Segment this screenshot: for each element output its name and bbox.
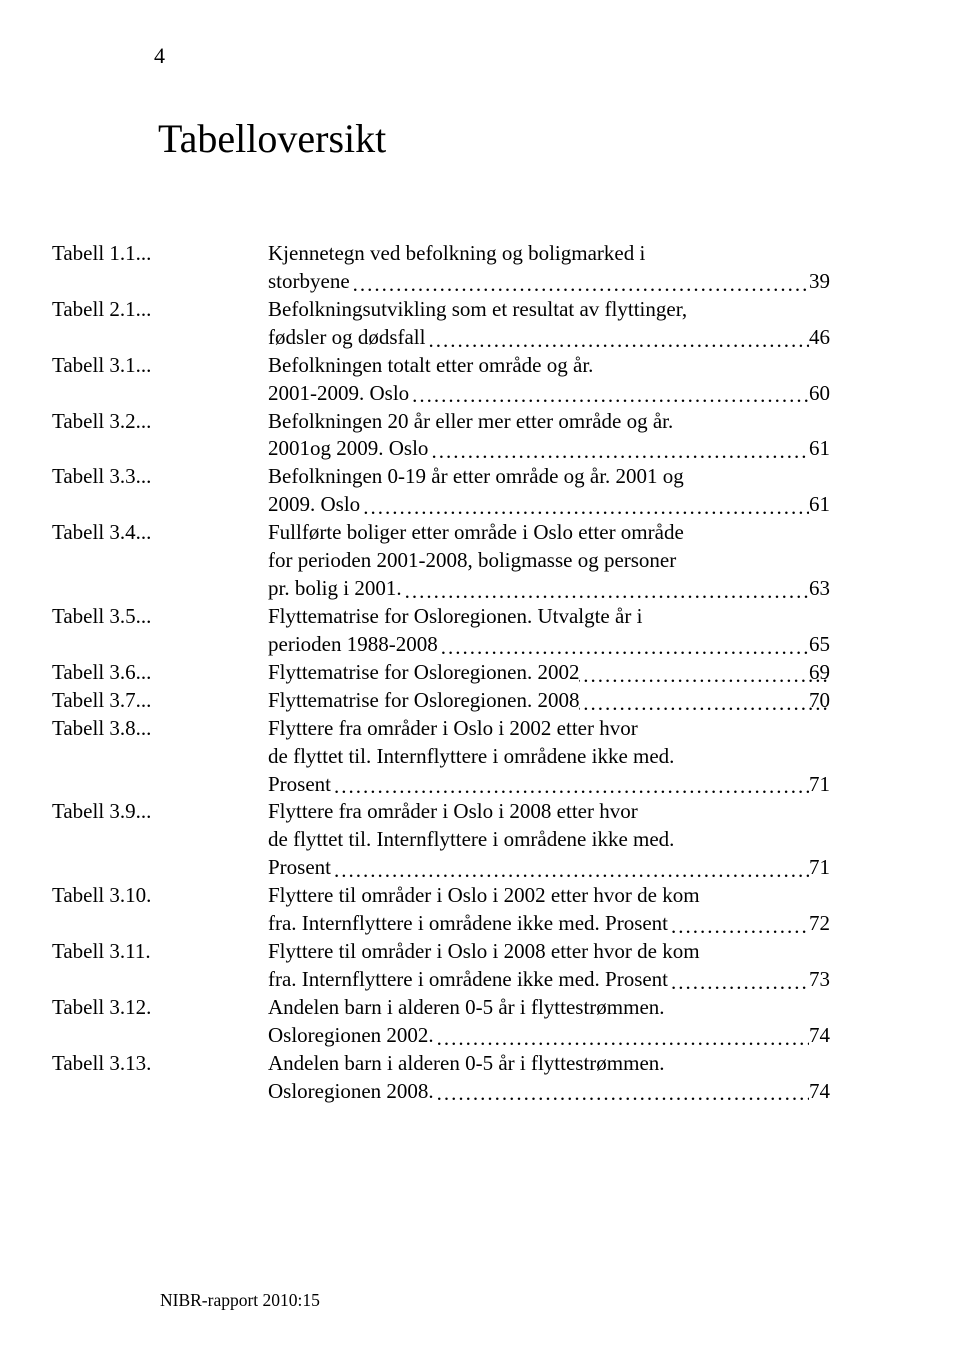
toc-entry-label: Tabell 3.4... — [160, 519, 268, 547]
toc-entry: Tabell 3.10.Flyttere til områder i Oslo … — [268, 882, 830, 938]
toc-entry-page: 73 — [809, 966, 830, 994]
toc-entry-text: for perioden 2001-2008, boligmasse og pe… — [268, 547, 830, 575]
toc-entry-text: fra. Internflyttere i områdene ikke med.… — [268, 910, 668, 938]
toc-entry: Tabell 3.9...Flyttere fra områder i Oslo… — [268, 798, 830, 882]
toc-dot-leaders: ........................................… — [434, 1026, 809, 1050]
toc-entry-label: Tabell 2.1... — [160, 296, 268, 324]
toc-entry: Tabell 3.2...Befolkningen 20 år eller me… — [268, 408, 830, 464]
toc-entry-page: 74 — [809, 1022, 830, 1050]
toc-entry: Tabell 3.3...Befolkningen 0-19 år etter … — [268, 463, 830, 519]
toc-entry-page: 65 — [809, 631, 830, 659]
toc-entry-label: Tabell 3.12. — [160, 994, 268, 1022]
toc-entry: Tabell 3.11.Flyttere til områder i Oslo … — [268, 938, 830, 994]
toc-entry-label: Tabell 3.1... — [160, 352, 268, 380]
toc-entry-text: 2009. Oslo — [268, 491, 360, 519]
toc-entry-text: Tabell 3.11.Flyttere til områder i Oslo … — [268, 938, 830, 966]
toc-entry-text: de flyttet til. Internflyttere i områden… — [268, 743, 830, 771]
toc-entry-text: pr. bolig i 2001. — [268, 575, 402, 603]
toc-entry-text: 2001og 2009. Oslo — [268, 435, 428, 463]
toc-entry-text: Osloregionen 2008. — [268, 1078, 434, 1106]
toc-entry-text: Tabell 3.4...Fullførte boliger etter omr… — [268, 519, 830, 547]
toc-entry-label: Tabell 3.13. — [160, 1050, 268, 1078]
toc-dot-leaders: ........................................… — [668, 914, 809, 938]
toc-entry-text: Tabell 3.6...Flyttematrise for Osloregio… — [268, 659, 579, 687]
toc-entry: Tabell 3.6...Flyttematrise for Osloregio… — [268, 659, 830, 687]
toc-dot-leaders: ........................................… — [350, 272, 809, 296]
toc-entry-page: 39 — [809, 268, 830, 296]
toc-entry-page: 72 — [809, 910, 830, 938]
toc-entry: Tabell 3.8...Flyttere fra områder i Oslo… — [268, 715, 830, 799]
toc-entry-text: Osloregionen 2002. — [268, 1022, 434, 1050]
toc-dot-leaders: ........................................… — [409, 383, 809, 407]
toc-entry-label: Tabell 3.2... — [160, 408, 268, 436]
toc-entry-label: Tabell 3.6... — [160, 659, 268, 687]
toc-entry-page: 46 — [809, 324, 830, 352]
toc-entry-page: 61 — [809, 491, 830, 519]
toc-entry-label: Tabell 3.8... — [160, 715, 268, 743]
toc-entry-text: Tabell 3.8...Flyttere fra områder i Oslo… — [268, 715, 830, 743]
toc-dot-leaders: ........................................… — [428, 439, 809, 463]
table-of-contents: Tabell 1.1...Kjennetegn ved befolkning o… — [160, 240, 830, 1106]
toc-entry: Tabell 1.1...Kjennetegn ved befolkning o… — [268, 240, 830, 296]
toc-dot-leaders: ........................................… — [438, 635, 809, 659]
toc-entry: Tabell 3.4...Fullførte boliger etter omr… — [268, 519, 830, 603]
toc-entry-text: fødsler og dødsfall — [268, 324, 425, 352]
toc-entry-text: Tabell 2.1...Befolkningsutvikling som et… — [268, 296, 830, 324]
toc-entry-text: 2001-2009. Oslo — [268, 380, 409, 408]
toc-entry-text: Tabell 3.12.Andelen barn i alderen 0-5 å… — [268, 994, 830, 1022]
toc-entry-text: storbyene — [268, 268, 350, 296]
toc-entry-label: Tabell 3.3... — [160, 463, 268, 491]
toc-dot-leaders: ........................................… — [668, 970, 809, 994]
toc-entry: Tabell 3.13.Andelen barn i alderen 0-5 å… — [268, 1050, 830, 1106]
toc-dot-leaders: ........................................… — [360, 495, 809, 519]
toc-entry: Tabell 3.1...Befolkningen totalt etter o… — [268, 352, 830, 408]
toc-entry-text: Tabell 3.5...Flyttematrise for Osloregio… — [268, 603, 830, 631]
toc-entry-text: Tabell 3.13.Andelen barn i alderen 0-5 å… — [268, 1050, 830, 1078]
toc-dot-leaders: ........................................… — [425, 328, 809, 352]
toc-entry-page: 60 — [809, 380, 830, 408]
toc-dot-leaders: ........................................… — [579, 691, 830, 715]
toc-entry-label: Tabell 3.9... — [160, 798, 268, 826]
toc-entry-label: Tabell 3.5... — [160, 603, 268, 631]
toc-entry-text: Tabell 3.2...Befolkningen 20 år eller me… — [268, 408, 830, 436]
toc-entry-text: perioden 1988-2008 — [268, 631, 438, 659]
toc-entry: Tabell 3.5...Flyttematrise for Osloregio… — [268, 603, 830, 659]
toc-entry: Tabell 2.1...Befolkningsutvikling som et… — [268, 296, 830, 352]
toc-entry-text: Prosent — [268, 771, 331, 799]
toc-dot-leaders: ........................................… — [331, 858, 809, 882]
toc-entry-page: 63 — [809, 575, 830, 603]
toc-entry-page: 74 — [809, 1078, 830, 1106]
toc-entry-label: Tabell 3.10. — [160, 882, 268, 910]
toc-dot-leaders: ........................................… — [579, 663, 830, 687]
toc-entry-text: Tabell 3.10.Flyttere til områder i Oslo … — [268, 882, 830, 910]
toc-entry-text: Prosent — [268, 854, 331, 882]
toc-dot-leaders: ........................................… — [402, 579, 809, 603]
toc-entry-text: fra. Internflyttere i områdene ikke med.… — [268, 966, 668, 994]
toc-entry-page: 71 — [809, 771, 830, 799]
toc-entry-text: Tabell 3.3...Befolkningen 0-19 år etter … — [268, 463, 830, 491]
toc-dot-leaders: ........................................… — [331, 774, 809, 798]
toc-entry-label: Tabell 1.1... — [160, 240, 268, 268]
toc-entry-text: de flyttet til. Internflyttere i områden… — [268, 826, 830, 854]
page-title: Tabelloversikt — [158, 115, 830, 162]
toc-entry: Tabell 3.7...Flyttematrise for Osloregio… — [268, 687, 830, 715]
page-number: 4 — [154, 45, 830, 67]
toc-entry-text: Tabell 3.1...Befolkningen totalt etter o… — [268, 352, 830, 380]
toc-entry-page: 61 — [809, 435, 830, 463]
toc-entry: Tabell 3.12.Andelen barn i alderen 0-5 å… — [268, 994, 830, 1050]
toc-entry-page: 71 — [809, 854, 830, 882]
footer-report-id: NIBR-rapport 2010:15 — [160, 1290, 320, 1311]
toc-entry-label: Tabell 3.7... — [160, 687, 268, 715]
toc-entry-label: Tabell 3.11. — [160, 938, 268, 966]
toc-entry-text: Tabell 1.1...Kjennetegn ved befolkning o… — [268, 240, 830, 268]
toc-entry-text: Tabell 3.9...Flyttere fra områder i Oslo… — [268, 798, 830, 826]
document-page: 4 Tabelloversikt Tabell 1.1...Kjennetegn… — [0, 0, 960, 1371]
toc-entry-text: Tabell 3.7...Flyttematrise for Osloregio… — [268, 687, 579, 715]
toc-dot-leaders: ........................................… — [434, 1081, 809, 1105]
